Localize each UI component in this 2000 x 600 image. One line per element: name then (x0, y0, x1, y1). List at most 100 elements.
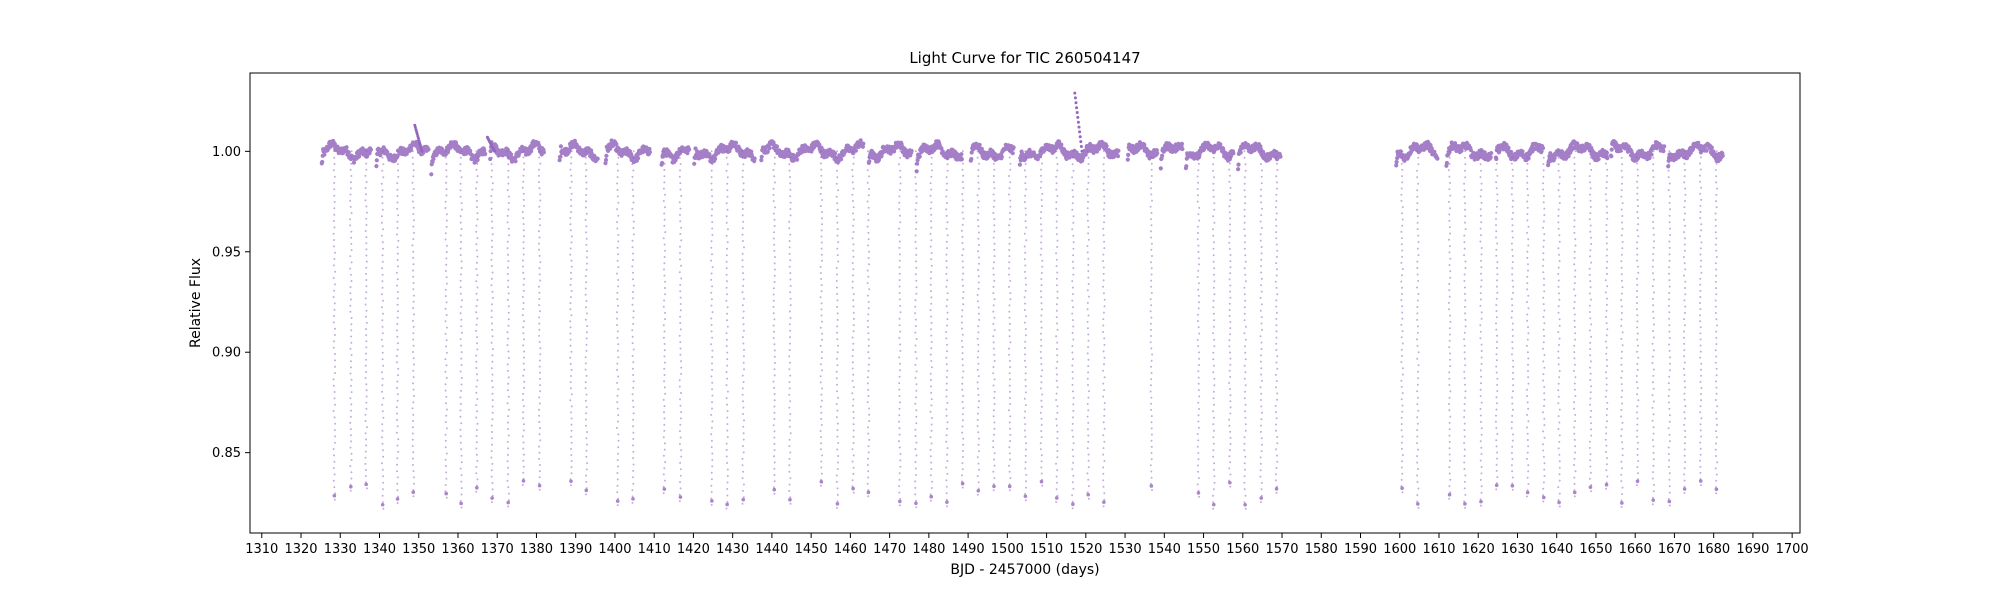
transit-dip (1573, 150, 1577, 498)
transit-dip (725, 150, 729, 510)
flux-segment (1608, 139, 1667, 163)
transit-dip (364, 150, 368, 490)
transit-dip (1494, 150, 1499, 491)
transit-dip (1463, 150, 1467, 509)
x-tick-label: 1370 (481, 542, 514, 557)
x-tick-label: 1380 (520, 542, 553, 557)
transit-bottom-point (945, 500, 949, 504)
x-tick-label: 1630 (1501, 542, 1534, 557)
flux-segment (1394, 139, 1440, 168)
x-tick-label: 1460 (834, 542, 867, 557)
transit-dip (1243, 150, 1247, 510)
transit-bottom-point (1039, 479, 1044, 484)
transit-bottom-point (537, 483, 542, 488)
transit-dip (1714, 150, 1719, 495)
flare-excursion (1073, 91, 1084, 153)
transit-dip (898, 150, 902, 507)
x-tick-label: 1310 (245, 542, 278, 557)
transit-dip (332, 150, 337, 501)
transit-bottom-point (914, 501, 918, 506)
transit-bottom-point (1054, 496, 1059, 500)
transit-bottom-point (444, 491, 449, 496)
transit-bottom-point (1228, 480, 1232, 485)
transit-bottom-point (1479, 499, 1483, 504)
transit-dip (615, 150, 620, 507)
transit-dip (584, 150, 589, 496)
transit-dip (1228, 150, 1232, 488)
transit-bottom-point (475, 485, 479, 490)
transit-dip (1055, 150, 1059, 503)
transit-dip (490, 150, 494, 504)
transit-dip (475, 150, 479, 493)
transit-dip (459, 150, 463, 509)
x-axis-label: BJD - 2457000 (days) (950, 562, 1099, 578)
transit-bottom-point (615, 499, 620, 503)
x-tick-label: 1660 (1619, 542, 1652, 557)
flux-segment (866, 140, 914, 165)
flux-segment (659, 145, 692, 167)
x-axis: 1310 1320 1330 1340 1350 1360 1370 1380 1390 1400… (245, 533, 1809, 557)
y-tick-label: 1.00 (212, 145, 241, 160)
transit-dip (678, 150, 683, 503)
transit-bottom-point (1651, 498, 1656, 502)
x-tick-label: 1480 (912, 542, 945, 557)
flux-segment (1493, 140, 1546, 163)
transit-dip (1699, 150, 1703, 487)
transit-dip (1479, 150, 1483, 507)
x-tick-label: 1400 (598, 542, 631, 557)
transit-bottom-point (1588, 485, 1593, 489)
y-tick-label: 0.95 (212, 245, 241, 260)
transit-dip (835, 150, 840, 509)
x-tick-label: 1640 (1540, 542, 1573, 557)
transit-dip (1447, 150, 1452, 500)
transit-dip (1071, 150, 1075, 510)
transit-bottom-point (929, 494, 934, 499)
transit-bottom-point (380, 502, 385, 507)
transit-bottom-point (662, 487, 667, 491)
x-tick-label: 1580 (1305, 542, 1338, 557)
x-tick-label: 1510 (1030, 542, 1063, 557)
x-tick-label: 1420 (677, 542, 710, 557)
transit-bottom-point (788, 497, 792, 502)
transit-dip (976, 150, 981, 496)
transit-bottom-point (1620, 501, 1624, 505)
transit-bottom-point (1086, 492, 1090, 497)
transit-dip (569, 150, 573, 487)
flux-segment (603, 138, 653, 166)
flux-segment (692, 139, 757, 166)
transit-bottom-point (364, 482, 368, 487)
transit-dip (1149, 150, 1154, 491)
transit-dip (1682, 150, 1687, 494)
transit-dip (1400, 150, 1404, 494)
transit-dip (1604, 150, 1609, 490)
transit-dip (1259, 150, 1264, 504)
x-tick-label: 1650 (1579, 542, 1612, 557)
x-tick-label: 1440 (755, 542, 788, 557)
transit-bottom-point (1196, 491, 1201, 495)
transit-dip (1588, 150, 1593, 493)
transit-bottom-point (1243, 502, 1247, 507)
y-axis: 0.85 0.90 0.95 1.00 (212, 145, 250, 461)
transit-dip (1542, 150, 1546, 503)
transit-dip (851, 150, 855, 494)
x-tick-label: 1700 (1776, 542, 1809, 557)
flux-segment (759, 138, 866, 165)
x-tick-label: 1490 (952, 542, 985, 557)
transit-dip (741, 150, 746, 505)
flare-excursion (413, 123, 424, 153)
transit-bottom-point (1023, 494, 1028, 499)
transit-dip (380, 150, 385, 510)
x-tick-label: 1330 (324, 542, 357, 557)
flux-segment (1017, 139, 1121, 167)
y-axis-label: Relative Flux (188, 258, 204, 348)
flux-segment (968, 141, 1016, 163)
transit-bottom-point (1541, 495, 1546, 500)
transit-bottom-point (459, 501, 463, 506)
transit-dip (395, 150, 400, 504)
flux-segment (488, 139, 547, 164)
transit-bottom-point (976, 488, 981, 493)
transit-dip (1635, 150, 1640, 487)
transit-bottom-point (1211, 502, 1216, 507)
transit-bottom-point (395, 497, 400, 501)
transit-dip (929, 150, 934, 502)
